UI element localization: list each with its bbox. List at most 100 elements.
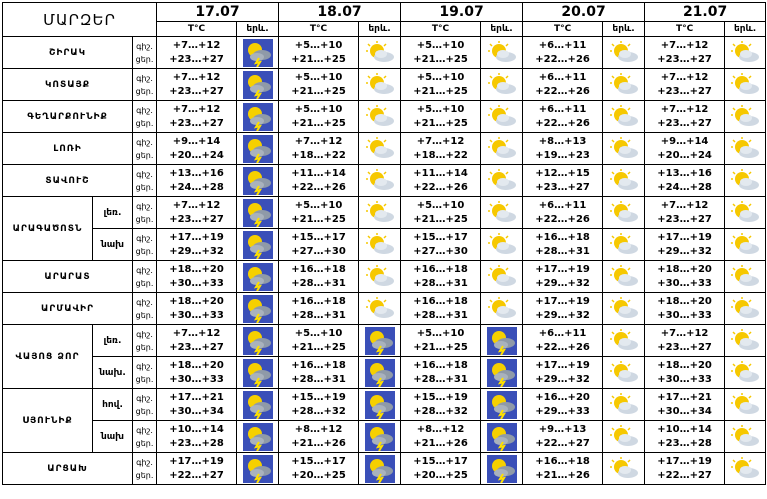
night-temp: +6…+11 <box>538 39 587 51</box>
period-labels: գիշ. ցեր. <box>131 36 158 69</box>
temp-cell: +7…+12 +23…+27 <box>644 68 726 101</box>
day-temp: +28…+32 <box>291 405 346 417</box>
date-header: 19.07 <box>400 2 524 22</box>
temp-cell: +18…+20 +30…+33 <box>644 356 726 389</box>
sky-cell <box>236 324 280 357</box>
region-name: ՎԱՅՈՑ ՁՈՐ <box>2 324 93 389</box>
day-temp: +20…+24 <box>657 149 712 161</box>
partly-cloudy-icon <box>731 168 760 190</box>
temp-cell: +16…+18 +28…+31 <box>400 260 482 293</box>
sky-cell <box>480 100 524 133</box>
night-temp: +18…+20 <box>169 263 224 275</box>
sky-cell <box>358 452 402 485</box>
temp-cell: +15…+17 +20…+25 <box>400 452 482 485</box>
table-row: ԱՐԱՐԱՏ գիշ. ցեր. +18…+20 +30…+33 +16…+18 +28…+… <box>2 260 767 293</box>
storm-icon <box>242 134 273 163</box>
partly-cloudy-icon <box>609 456 638 478</box>
sky-cell <box>358 420 402 453</box>
partly-cloudy-icon <box>731 232 760 254</box>
period-labels: գիշ. ցեր. <box>131 260 158 293</box>
table-row: ԳԵՂԱՐՔՈՒՆԻՔ գիշ. ցեր. +7…+12 +23…+27 +5…+10 +2… <box>2 100 767 133</box>
sky-cell <box>480 324 524 357</box>
sky-cell <box>724 452 767 485</box>
temp-cell: +15…+17 +27…+30 <box>400 228 482 261</box>
night-temp: +7…+12 <box>660 71 709 83</box>
storm-icon <box>242 70 273 99</box>
partly-cloudy-icon <box>731 104 760 126</box>
day-temp: +21…+25 <box>413 213 468 225</box>
table-title: ՄԱՐԶԵՐ <box>1 2 158 37</box>
night-temp: +6…+11 <box>538 71 587 83</box>
temp-header: T°C <box>278 21 360 37</box>
temp-cell: +6…+11 +22…+26 <box>522 196 604 229</box>
sky-header: երև. <box>724 21 767 37</box>
night-temp: +8…+13 <box>538 135 587 147</box>
sky-cell <box>236 100 280 133</box>
sky-cell <box>358 388 402 421</box>
partly-cloudy-icon <box>609 168 638 190</box>
sky-cell <box>724 324 767 357</box>
subregion-name: հով. <box>92 388 133 421</box>
temp-cell: +5…+10 +21…+25 <box>278 100 360 133</box>
temp-cell: +15…+17 +20…+25 <box>278 452 360 485</box>
day-label: ցեր. <box>135 246 154 256</box>
temp-cell: +7…+12 +23…+27 <box>644 36 726 69</box>
day-label: ցեր. <box>135 438 154 448</box>
temp-cell: +7…+12 +23…+27 <box>156 36 238 69</box>
day-temp: +21…+25 <box>413 341 468 353</box>
region-name: ԳԵՂԱՐՔՈՒՆԻՔ <box>2 100 133 133</box>
night-temp: +17…+19 <box>535 263 590 275</box>
table-row: ԱՐՄԱՎԻՐ գիշ. ցեր. +18…+20 +30…+33 +16…+18 +28…… <box>2 292 767 325</box>
partly-cloudy-icon <box>731 136 760 158</box>
region-name: ԼՈՌԻ <box>2 132 133 165</box>
day-temp: +30…+33 <box>169 309 224 321</box>
period-labels: գիշ. ցեր. <box>131 452 158 485</box>
sky-cell <box>602 196 646 229</box>
table-row: ՍՅՈՒՆԻՔ հով. գիշ. ցեր. +17…+21 +30…+34 +15…+19… <box>2 388 767 453</box>
night-temp: +11…+14 <box>413 167 468 179</box>
night-label: գիշ. <box>136 73 153 83</box>
night-temp: +17…+21 <box>169 391 224 403</box>
temp-cell: +5…+10 +21…+25 <box>278 324 360 357</box>
night-temp: +16…+18 <box>291 295 346 307</box>
partly-cloudy-icon <box>487 296 516 318</box>
period-labels: գիշ. ցեր. <box>131 388 158 421</box>
sky-cell <box>602 388 646 421</box>
night-temp: +15…+17 <box>413 231 468 243</box>
day-label: ցեր. <box>135 150 154 160</box>
storm-icon <box>242 102 273 131</box>
temp-cell: +18…+20 +30…+33 <box>156 292 238 325</box>
day-temp: +23…+27 <box>657 213 712 225</box>
temp-cell: +16…+18 +28…+31 <box>278 356 360 389</box>
temp-cell: +7…+12 +23…+27 <box>156 196 238 229</box>
subregion-name: լեռ. <box>92 196 133 229</box>
night-temp: +7…+12 <box>660 103 709 115</box>
partly-cloudy-icon <box>731 296 760 318</box>
day-temp: +23…+27 <box>169 341 224 353</box>
date-header: 20.07 <box>522 2 646 22</box>
day-label: ցեր. <box>135 214 154 224</box>
day-temp: +29…+32 <box>169 245 224 257</box>
temp-cell: +5…+10 +21…+25 <box>278 196 360 229</box>
day-label: ցեր. <box>135 118 154 128</box>
partly-cloudy-icon <box>731 40 760 62</box>
day-label: ցեր. <box>135 278 154 288</box>
sky-cell <box>236 452 280 485</box>
night-temp: +16…+18 <box>413 295 468 307</box>
partly-cloudy-icon <box>609 136 638 158</box>
day-temp: +27…+30 <box>413 245 468 257</box>
sky-cell <box>724 100 767 133</box>
night-temp: +12…+15 <box>535 167 590 179</box>
night-temp: +5…+10 <box>416 103 465 115</box>
storm-icon <box>242 390 273 419</box>
sky-cell <box>602 100 646 133</box>
night-temp: +16…+20 <box>535 391 590 403</box>
region-name: ՏԱՎՈՒՇ <box>2 164 133 197</box>
temp-cell: +16…+18 +28…+31 <box>278 292 360 325</box>
night-label: գիշ. <box>136 425 153 435</box>
day-temp: +28…+31 <box>291 373 346 385</box>
night-temp: +7…+12 <box>660 327 709 339</box>
night-temp: +5…+10 <box>416 71 465 83</box>
night-temp: +5…+10 <box>294 103 343 115</box>
day-temp: +30…+34 <box>169 405 224 417</box>
